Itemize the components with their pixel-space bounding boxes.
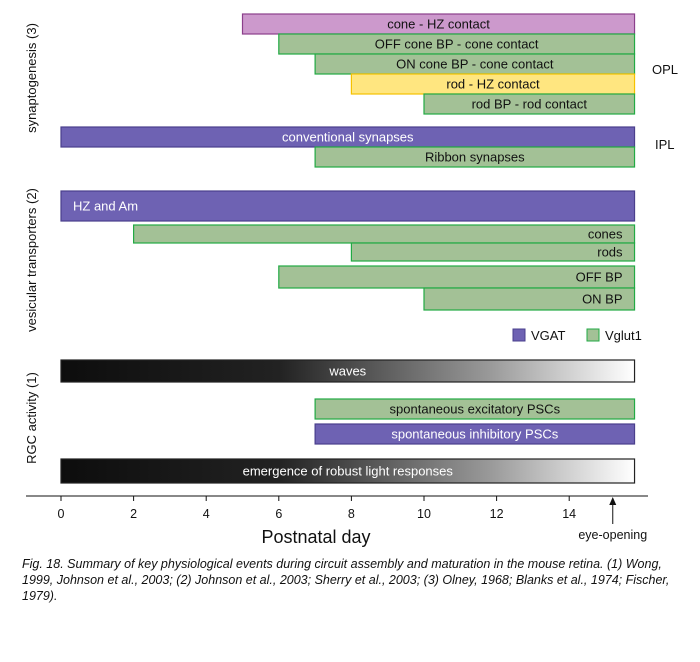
bar-ribbon-synapses bbox=[314, 146, 636, 168]
bar-spontaneous-inhibitory-pscs bbox=[314, 423, 636, 445]
figure-caption: Fig. 18. Summary of key physiological ev… bbox=[22, 557, 670, 603]
x-tick-label-0: 0 bbox=[58, 507, 65, 521]
x-tick-label-2: 2 bbox=[130, 507, 137, 521]
bar-label-cone-hz-contact: cone - HZ contact bbox=[387, 17, 490, 32]
x-tick-label-4: 4 bbox=[203, 507, 210, 521]
eye-opening-arrowhead bbox=[609, 497, 617, 505]
legend-swatch-vgat bbox=[512, 328, 526, 342]
x-tick-label-6: 6 bbox=[275, 507, 282, 521]
bar-waves bbox=[60, 359, 636, 383]
bars-layer: cone - HZ contact OFF cone BP - cone cont… bbox=[60, 13, 636, 484]
bar-rod-bp-rod-contact bbox=[423, 93, 636, 115]
bar-label-spontaneous-excitatory-pscs: spontaneous excitatory PSCs bbox=[390, 402, 561, 417]
timeline-chart: cone - HZ contact OFF cone BP - cone cont… bbox=[24, 13, 678, 547]
bar-rods bbox=[350, 242, 636, 262]
x-tick-label-8: 8 bbox=[348, 507, 355, 521]
legend-label-vgat: VGAT bbox=[531, 328, 565, 343]
bar-label-on-cone-bp-cone-contact: ON cone BP - cone contact bbox=[396, 57, 554, 72]
bar-label-cones: cones bbox=[588, 227, 623, 242]
bar-label-rod-hz-contact: rod - HZ contact bbox=[446, 77, 540, 92]
region-label-ipl: IPL bbox=[655, 137, 675, 152]
bar-on-bp bbox=[423, 287, 636, 311]
bar-label-waves: waves bbox=[328, 364, 366, 379]
ticks-layer: 0 2 4 6 8 10 12 14 bbox=[58, 496, 576, 521]
bar-label-rods: rods bbox=[597, 245, 623, 260]
bar-label-off-cone-bp-cone-contact: OFF cone BP - cone contact bbox=[375, 37, 539, 52]
bar-cones bbox=[133, 224, 636, 244]
x-axis-title: Postnatal day bbox=[261, 527, 370, 547]
bar-label-ribbon-synapses: Ribbon synapses bbox=[425, 150, 525, 165]
group-label-vesicular-transporters: vesicular transporters (2) bbox=[24, 188, 39, 332]
bar-label-rod-bp-rod-contact: rod BP - rod contact bbox=[472, 97, 588, 112]
eye-opening-label: eye-opening bbox=[578, 528, 647, 542]
bar-label-on-bp: ON BP bbox=[582, 292, 622, 307]
x-tick-label-14: 14 bbox=[562, 507, 576, 521]
bar-label-emergence-of-robust-light-responses: emergence of robust light responses bbox=[243, 464, 454, 479]
x-tick-label-10: 10 bbox=[417, 507, 431, 521]
bar-label-spontaneous-inhibitory-pscs: spontaneous inhibitory PSCs bbox=[391, 427, 558, 442]
group-label-rgc-activity: RGC activity (1) bbox=[24, 372, 39, 464]
legend-swatch-vglut1 bbox=[586, 328, 600, 342]
bar-label-off-bp: OFF BP bbox=[576, 270, 623, 285]
group-label-synaptogenesis: synaptogenesis (3) bbox=[24, 23, 39, 133]
bar-label-conventional-synapses: conventional synapses bbox=[282, 130, 414, 145]
bar-hz-and-am bbox=[60, 190, 636, 222]
bar-emergence-of-robust-light-responses bbox=[60, 458, 636, 484]
x-tick-label-12: 12 bbox=[490, 507, 504, 521]
bar-label-hz-and-am: HZ and Am bbox=[73, 199, 138, 214]
legend-label-vglut1: Vglut1 bbox=[605, 328, 642, 343]
bar-spontaneous-excitatory-pscs bbox=[314, 398, 636, 420]
region-label-opl: OPL bbox=[652, 62, 678, 77]
